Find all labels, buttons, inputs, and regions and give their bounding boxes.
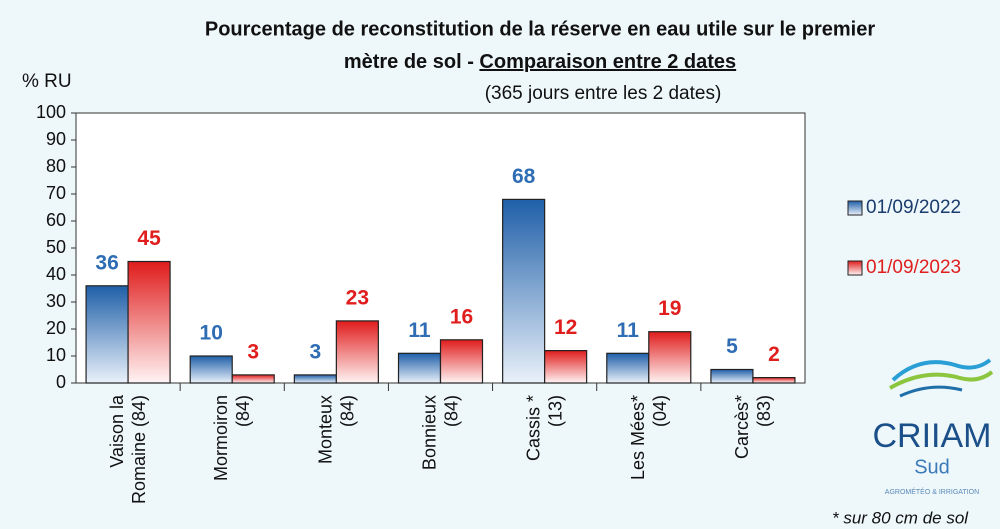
subtitle: (365 jours entre les 2 dates) (485, 83, 722, 104)
x-tick-label: Cassis * (13) (523, 395, 565, 461)
y-tick-label: 90 (46, 129, 66, 149)
bar (648, 331, 692, 384)
x-tick-label: Bonnieux (84) (419, 395, 461, 470)
y-tick-label: 80 (46, 156, 66, 176)
x-tick-label-line: Monteux (315, 395, 335, 464)
data-label: 11 (617, 319, 640, 342)
logo-name: CRIIAM (873, 417, 992, 455)
data-label: 23 (346, 286, 369, 309)
bar (439, 339, 484, 384)
x-tick-label-line: Mormoiron (211, 395, 231, 481)
bar (502, 198, 546, 384)
data-label: 19 (658, 297, 681, 320)
x-tick-label-line: Cassis * (523, 395, 543, 461)
x-tick-label: Vaison la Romaine (84) (107, 394, 149, 504)
bar (397, 352, 442, 384)
data-label: 68 (512, 165, 536, 188)
footnote: * sur 80 cm de sol (832, 508, 969, 527)
x-tick-label-line: (04) (650, 395, 670, 427)
legend-swatch (847, 200, 863, 216)
bar (544, 350, 588, 384)
x-tick-label-line: Vaison la (107, 394, 127, 468)
y-tick-label: 40 (46, 264, 66, 284)
x-tick-label-line: (84) (337, 395, 357, 427)
bar (231, 374, 275, 384)
y-tick-label: 100 (36, 102, 66, 122)
data-label: 5 (726, 335, 738, 358)
x-tick-label: Monteux (84) (315, 395, 357, 464)
x-tick-label-line: Bonnieux (419, 395, 439, 470)
x-tick-label-line: Romaine (84) (129, 395, 149, 504)
y-tick-label: 20 (46, 318, 66, 338)
legend-label: 01/09/2023 (866, 257, 961, 278)
x-tick-label-line: Les Mées* (628, 395, 648, 480)
data-label: 12 (554, 316, 577, 339)
y-tick-label: 50 (46, 237, 66, 257)
x-tick-label-line: Carcès* (732, 395, 752, 459)
x-tick-label: Les Mées* (04) (628, 395, 670, 480)
y-tick-label: 10 (46, 345, 66, 365)
data-label: 10 (200, 322, 223, 345)
legend-swatch (847, 260, 863, 276)
x-tick-label: Carcès* (83) (732, 395, 774, 459)
bar (752, 377, 796, 384)
bar (127, 260, 171, 384)
bar (710, 368, 754, 384)
data-label: 3 (247, 340, 259, 363)
data-label: 16 (450, 305, 473, 328)
data-label: 3 (310, 340, 322, 363)
x-tick-label: Mormoiron (84) (211, 395, 253, 481)
data-label: 36 (95, 251, 118, 274)
y-tick-label: 60 (46, 210, 66, 230)
chart-title: Pourcentage de reconstitution de la rése… (205, 18, 875, 40)
bar (189, 355, 233, 384)
x-tick-label-line: (13) (545, 395, 565, 427)
y-tick-label: 0 (56, 372, 66, 392)
bar (606, 352, 650, 384)
data-label: 11 (408, 319, 431, 342)
title-part: Comparaison entre 2 dates (479, 51, 736, 73)
chart-title: mètre de sol - Comparaison entre 2 dates (344, 51, 736, 73)
data-label: 45 (137, 227, 161, 250)
title-part: mètre de sol - (344, 51, 480, 73)
bar (85, 285, 129, 384)
bar (293, 374, 337, 384)
logo: CRIIAM Sud AGROMÉTÉO & IRRIGATION (873, 358, 994, 496)
logo-tagline: AGROMÉTÉO & IRRIGATION (885, 487, 979, 496)
y-tick-label: 70 (46, 183, 66, 203)
data-label: 2 (768, 343, 780, 366)
bar (335, 320, 379, 384)
x-tick-label-line: (84) (441, 395, 461, 427)
y-tick-label: 30 (46, 291, 66, 311)
legend-label: 01/09/2022 (866, 197, 961, 218)
y-axis-label: % RU (22, 71, 72, 92)
x-tick-label-line: (84) (233, 395, 253, 427)
logo-sub: Sud (914, 456, 950, 478)
x-tick-label-line: (83) (754, 395, 774, 427)
